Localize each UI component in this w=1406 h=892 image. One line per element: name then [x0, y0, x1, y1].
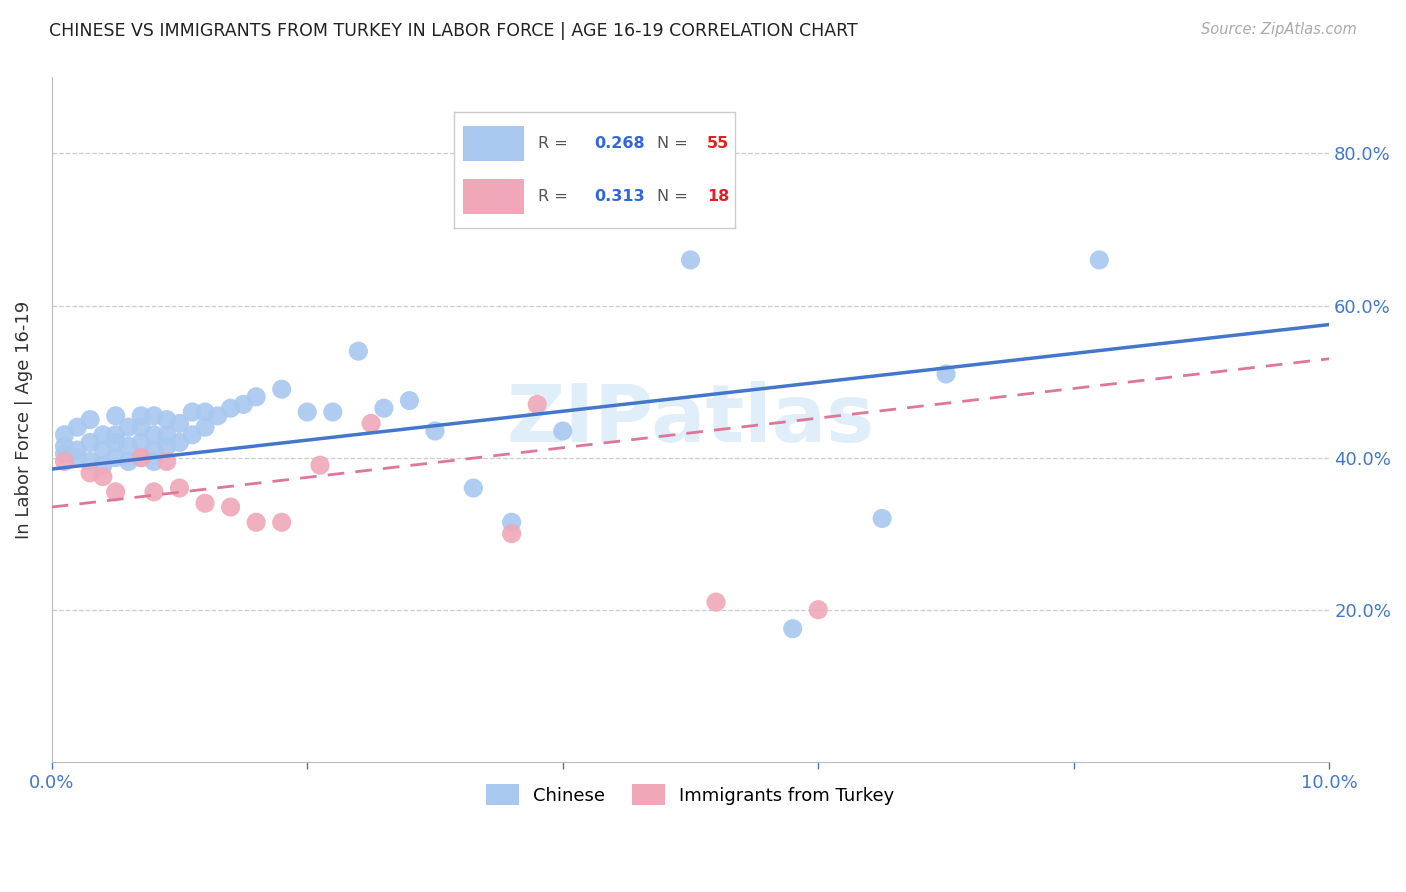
Point: [373, 401, 395, 416]
Point: [501, 515, 523, 529]
Point: [129, 420, 152, 434]
Point: [194, 496, 217, 510]
Point: [156, 454, 179, 468]
Point: [117, 454, 139, 468]
Point: [169, 435, 191, 450]
Point: [1088, 252, 1111, 267]
Y-axis label: In Labor Force | Age 16-19: In Labor Force | Age 16-19: [15, 301, 32, 539]
Point: [104, 450, 127, 465]
Point: [79, 412, 101, 426]
Point: [297, 405, 319, 419]
Point: [181, 427, 204, 442]
Point: [104, 427, 127, 442]
Point: [169, 417, 191, 431]
Point: [91, 443, 114, 458]
Point: [704, 595, 727, 609]
Point: [104, 409, 127, 423]
Text: Source: ZipAtlas.com: Source: ZipAtlas.com: [1201, 22, 1357, 37]
Point: [117, 420, 139, 434]
Point: [66, 420, 89, 434]
Point: [194, 420, 217, 434]
Point: [207, 409, 229, 423]
Point: [169, 481, 191, 495]
Point: [360, 417, 382, 431]
Point: [53, 454, 76, 468]
Point: [270, 515, 292, 529]
Point: [423, 424, 446, 438]
Point: [142, 484, 165, 499]
Point: [245, 515, 267, 529]
Text: ZIPatlas: ZIPatlas: [506, 381, 875, 458]
Point: [463, 481, 485, 495]
Point: [91, 469, 114, 483]
Point: [156, 427, 179, 442]
Point: [270, 382, 292, 396]
Legend: Chinese, Immigrants from Turkey: Chinese, Immigrants from Turkey: [478, 775, 904, 814]
Point: [322, 405, 344, 419]
Point: [501, 526, 523, 541]
Point: [142, 454, 165, 468]
Text: CHINESE VS IMMIGRANTS FROM TURKEY IN LABOR FORCE | AGE 16-19 CORRELATION CHART: CHINESE VS IMMIGRANTS FROM TURKEY IN LAB…: [49, 22, 858, 40]
Point: [129, 435, 152, 450]
Point: [142, 409, 165, 423]
Point: [935, 367, 957, 381]
Point: [245, 390, 267, 404]
Point: [129, 450, 152, 465]
Point: [219, 500, 242, 514]
Point: [181, 405, 204, 419]
Point: [219, 401, 242, 416]
Point: [156, 412, 179, 426]
Point: [194, 405, 217, 419]
Point: [551, 424, 574, 438]
Point: [104, 484, 127, 499]
Point: [79, 454, 101, 468]
Point: [309, 458, 332, 473]
Point: [142, 427, 165, 442]
Point: [398, 393, 420, 408]
Point: [232, 397, 254, 411]
Point: [104, 435, 127, 450]
Point: [156, 439, 179, 453]
Point: [91, 458, 114, 473]
Point: [66, 450, 89, 465]
Point: [129, 409, 152, 423]
Point: [782, 622, 804, 636]
Point: [91, 427, 114, 442]
Point: [129, 450, 152, 465]
Point: [807, 603, 830, 617]
Point: [142, 443, 165, 458]
Point: [53, 427, 76, 442]
Point: [870, 511, 893, 525]
Point: [679, 252, 702, 267]
Point: [347, 344, 370, 359]
Point: [526, 397, 548, 411]
Point: [66, 443, 89, 458]
Point: [53, 447, 76, 461]
Point: [79, 466, 101, 480]
Point: [79, 435, 101, 450]
Point: [53, 439, 76, 453]
Point: [117, 439, 139, 453]
